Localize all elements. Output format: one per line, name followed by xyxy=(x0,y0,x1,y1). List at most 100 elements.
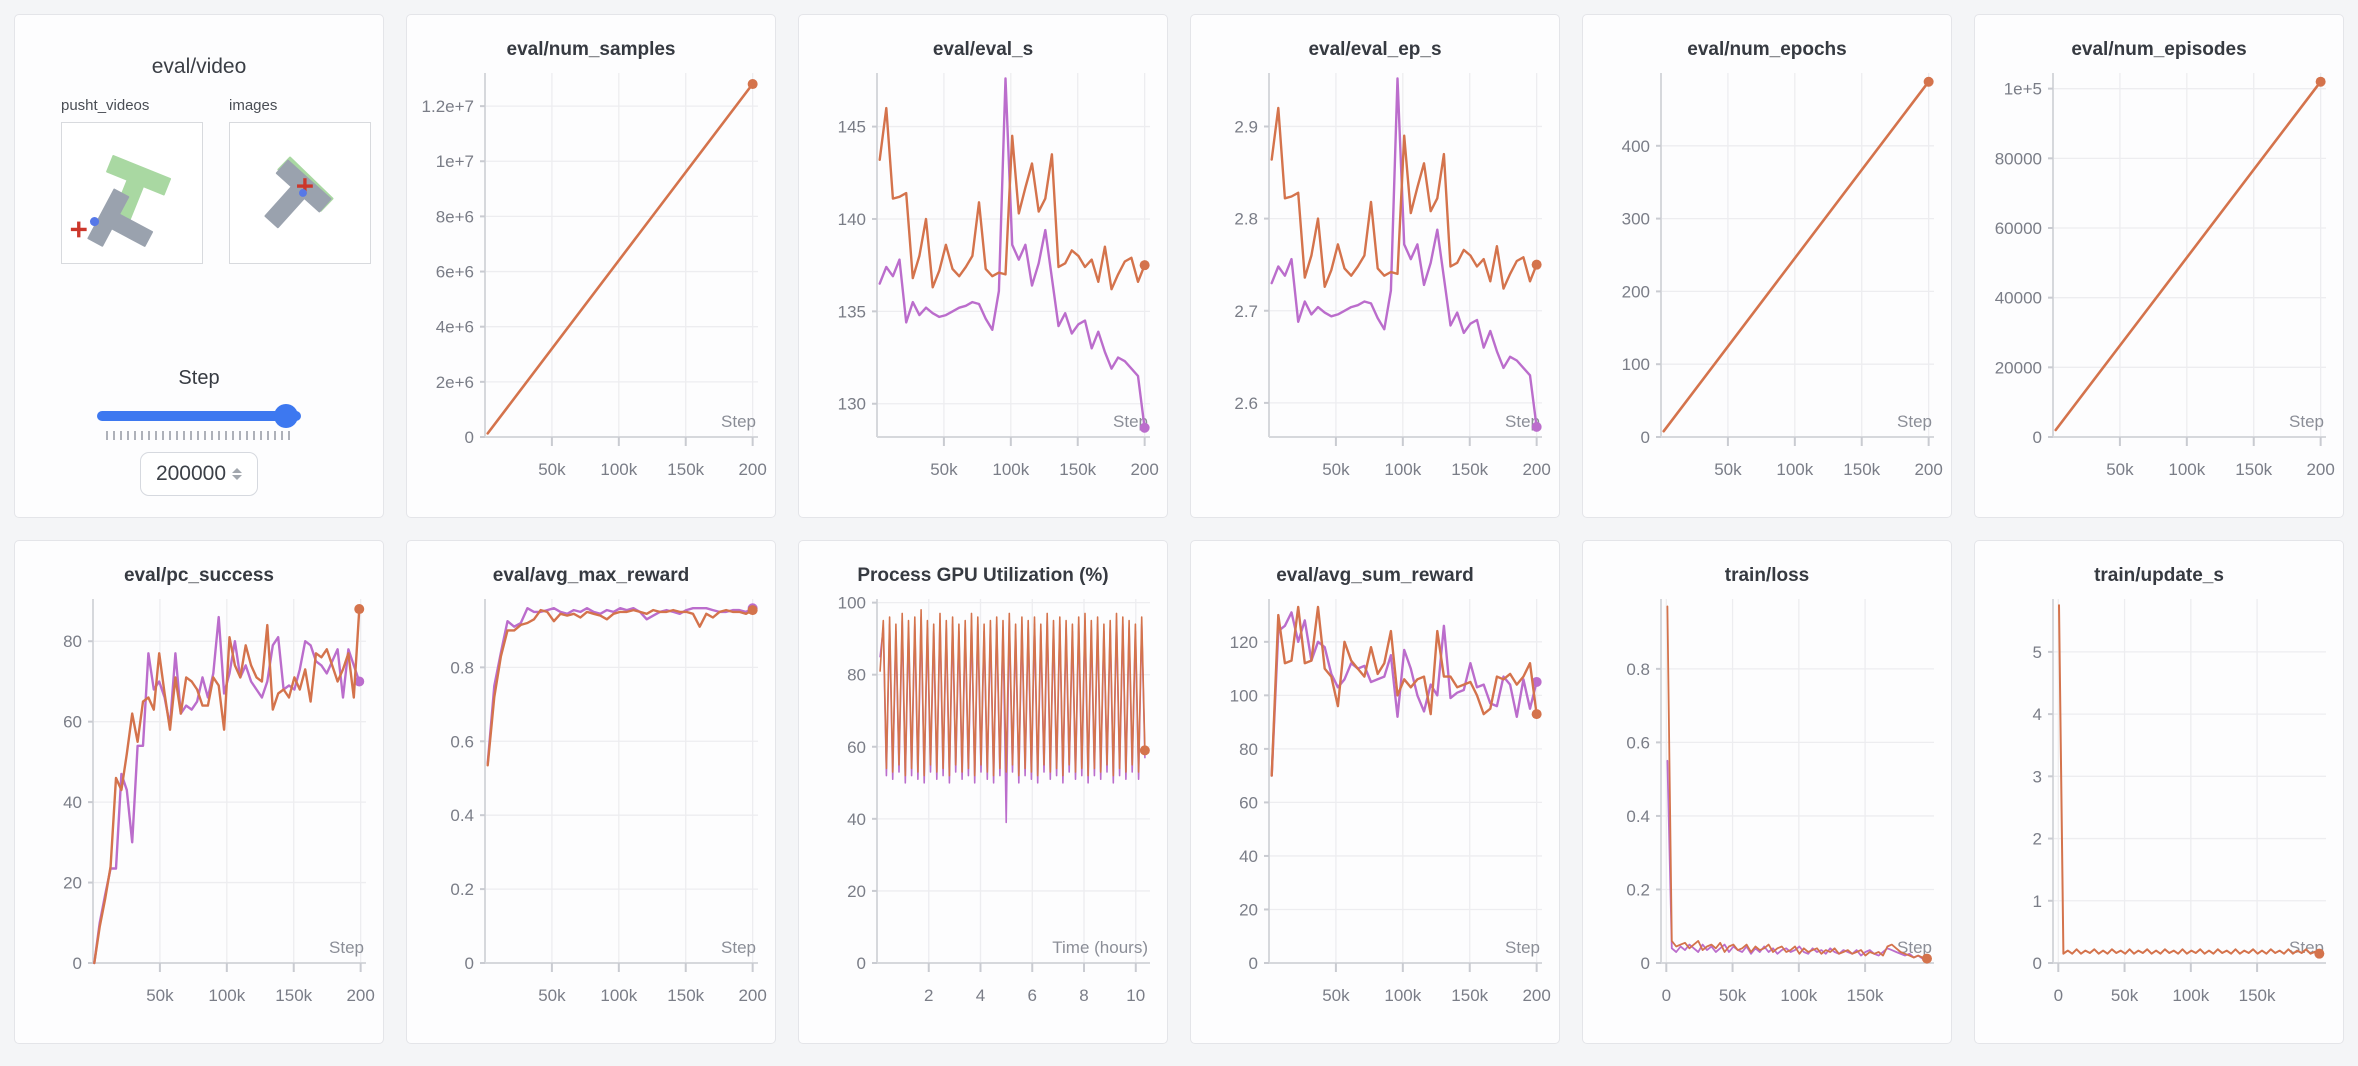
chart-title: train/update_s xyxy=(2094,565,2224,586)
svg-text:150k: 150k xyxy=(2235,460,2272,479)
chart-panel-train-update-s[interactable]: train/update_s 0 1 2 3 4 5 0 50k 100k 150k Step xyxy=(1974,540,2344,1044)
svg-text:0: 0 xyxy=(2033,428,2042,447)
svg-text:150k: 150k xyxy=(667,986,704,1005)
chart-title: eval/pc_success xyxy=(123,565,274,586)
svg-text:80: 80 xyxy=(1239,740,1258,759)
svg-text:40000: 40000 xyxy=(1995,289,2042,308)
svg-text:4: 4 xyxy=(2033,705,2042,724)
svg-text:60: 60 xyxy=(63,713,82,732)
svg-text:40: 40 xyxy=(847,810,866,829)
svg-text:0.6: 0.6 xyxy=(450,732,474,751)
svg-text:100k: 100k xyxy=(1776,460,1813,479)
svg-text:50k: 50k xyxy=(1714,460,1742,479)
svg-text:8: 8 xyxy=(1079,986,1088,1005)
line-chart[interactable]: 0 0.2 0.4 0.6 0.8 50k 100k 150k 200 Step xyxy=(407,589,774,1025)
svg-text:3: 3 xyxy=(2033,767,2042,786)
goal-cross-icon xyxy=(70,221,87,238)
chart-title: eval/num_epochs xyxy=(1687,39,1847,60)
pusht-video-thumbnail[interactable] xyxy=(61,122,203,264)
line-chart[interactable]: 2.6 2.7 2.8 2.9 50k 100k 150k 200 Step xyxy=(1191,63,1558,499)
svg-text:40: 40 xyxy=(1239,847,1258,866)
line-chart[interactable]: 130 135 140 145 50k 100k 150k 200 Step xyxy=(799,63,1166,499)
line-chart[interactable]: 0 20 40 60 80 50k 100k 150k 200 Step xyxy=(15,589,382,1025)
chart-title: Process GPU Utilization (%) xyxy=(857,565,1109,586)
line-chart[interactable]: 0 2e+6 4e+6 6e+6 8e+6 1e+7 1.2e+7 50k 100k 150k 20… xyxy=(407,63,774,499)
svg-text:0: 0 xyxy=(2033,954,2042,973)
line-chart[interactable]: 0 20000 40000 60000 80000 1e+5 50k 100k 150k 200 S… xyxy=(1975,63,2342,499)
svg-text:100k: 100k xyxy=(208,986,245,1005)
chart-panel-avg-max-reward[interactable]: eval/avg_max_reward 0 0.2 0.4 0.6 0.8 50k 100k… xyxy=(406,540,776,1044)
svg-text:0: 0 xyxy=(1249,954,1258,973)
chart-panel-avg-sum-reward[interactable]: eval/avg_sum_reward 0 20 40 60 80 100 120 50k 10… xyxy=(1190,540,1560,1044)
chart-panel-gpu-utilization[interactable]: Process GPU Utilization (%) 0 20 40 60 80 100… xyxy=(798,540,1168,1044)
chart-title: eval/eval_ep_s xyxy=(1308,39,1442,60)
pusht-scene-icon xyxy=(70,155,172,247)
svg-text:100k: 100k xyxy=(600,986,637,1005)
pusht-scene-icon xyxy=(264,156,334,229)
step-slider-label: Step xyxy=(178,367,220,389)
svg-text:100k: 100k xyxy=(1780,986,1817,1005)
chart-title: eval/avg_sum_reward xyxy=(1276,565,1474,586)
slider-thumb[interactable] xyxy=(273,404,298,428)
svg-text:50k: 50k xyxy=(538,460,566,479)
svg-text:150k: 150k xyxy=(1847,986,1884,1005)
svg-text:150k: 150k xyxy=(1451,460,1488,479)
svg-text:300: 300 xyxy=(1622,210,1650,229)
svg-text:200: 200 xyxy=(738,460,766,479)
chart-panel-num-samples[interactable]: eval/num_samples 0 2e+6 4e+6 6e+6 8e+6 1e+7 1.… xyxy=(406,14,776,518)
svg-text:1e+5: 1e+5 xyxy=(2004,80,2042,99)
svg-text:50k: 50k xyxy=(2111,986,2139,1005)
svg-text:135: 135 xyxy=(838,302,866,321)
line-chart[interactable]: 0 0.2 0.4 0.6 0.8 0 50k 100k 150k Step xyxy=(1583,589,1950,1025)
svg-text:Step: Step xyxy=(329,938,364,957)
media-panel-eval-video[interactable]: eval/video pusht_videos xyxy=(14,14,384,518)
chart-panel-pc-success[interactable]: eval/pc_success 0 20 40 60 80 50k 100k 150k 200 S… xyxy=(14,540,384,1044)
svg-text:0: 0 xyxy=(73,954,82,973)
line-chart[interactable]: 0 100 200 300 400 50k 100k 150k 200 Step xyxy=(1583,63,1950,499)
line-chart[interactable]: 0 20 40 60 80 100 120 50k 100k 150k 200 Step xyxy=(1191,589,1558,1025)
svg-text:0: 0 xyxy=(857,954,866,973)
svg-text:Step: Step xyxy=(2289,412,2324,431)
svg-text:Step: Step xyxy=(1113,412,1148,431)
svg-text:200: 200 xyxy=(2306,460,2334,479)
svg-text:40: 40 xyxy=(63,793,82,812)
step-input-value[interactable]: 200000 xyxy=(155,462,227,485)
svg-text:80: 80 xyxy=(63,632,82,651)
svg-text:0: 0 xyxy=(1641,428,1650,447)
svg-text:0.2: 0.2 xyxy=(1626,880,1650,899)
svg-text:0.6: 0.6 xyxy=(1626,733,1650,752)
svg-text:0.8: 0.8 xyxy=(450,658,474,677)
line-chart[interactable]: 0 20 40 60 80 100 2 4 6 8 10 Time (hours) xyxy=(799,589,1166,1025)
svg-text:50k: 50k xyxy=(2106,460,2134,479)
svg-text:200: 200 xyxy=(738,986,766,1005)
svg-text:2: 2 xyxy=(2033,830,2042,849)
chart-panel-train-loss[interactable]: train/loss 0 0.2 0.4 0.6 0.8 0 50k 100k 150k Step xyxy=(1582,540,1952,1044)
stepper-arrows[interactable] xyxy=(232,468,243,480)
chart-panel-eval-ep-s[interactable]: eval/eval_ep_s 2.6 2.7 2.8 2.9 50k 100k 150k 20… xyxy=(1190,14,1560,518)
slider-track[interactable] xyxy=(97,411,301,421)
svg-text:10: 10 xyxy=(1126,986,1145,1005)
slider-ruler-ticks xyxy=(106,431,292,440)
svg-text:100k: 100k xyxy=(2172,986,2209,1005)
chart-title: eval/avg_max_reward xyxy=(492,565,690,586)
svg-text:80000: 80000 xyxy=(1995,149,2042,168)
svg-text:100k: 100k xyxy=(1384,986,1421,1005)
svg-text:200: 200 xyxy=(1522,460,1550,479)
svg-text:50k: 50k xyxy=(146,986,174,1005)
svg-text:2: 2 xyxy=(924,986,933,1005)
svg-text:1: 1 xyxy=(2033,892,2042,911)
chart-title: eval/num_samples xyxy=(506,39,676,60)
step-input[interactable]: 200000 xyxy=(140,452,258,496)
chart-panel-num-epochs[interactable]: eval/num_epochs 0 100 200 300 400 50k 100k 150k… xyxy=(1582,14,1952,518)
step-slider-area: Step 200000 xyxy=(15,367,383,496)
thumbnail-label: pusht_videos xyxy=(61,97,150,114)
chart-panel-num-episodes[interactable]: eval/num_episodes 0 20000 40000 60000 80000 1… xyxy=(1974,14,2344,518)
step-slider[interactable] xyxy=(97,404,301,428)
images-thumbnail[interactable] xyxy=(229,122,371,264)
chart-title: eval/eval_s xyxy=(932,39,1034,60)
chart-panel-eval-s[interactable]: eval/eval_s 130 135 140 145 50k 100k 150k 200 St… xyxy=(798,14,1168,518)
svg-text:Step: Step xyxy=(721,938,756,957)
svg-text:Step: Step xyxy=(721,412,756,431)
